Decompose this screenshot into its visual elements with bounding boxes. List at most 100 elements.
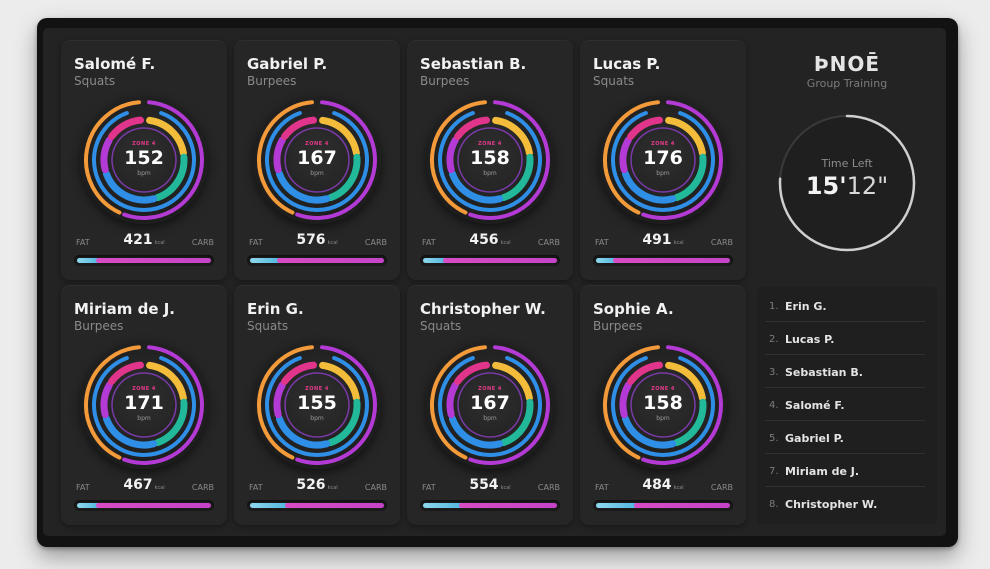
carb-bar-fill [96,258,211,263]
fat-label: FAT [249,238,263,247]
outer-ring-arc-purple [295,100,377,220]
zone-arc-magenta [281,116,318,140]
bpm-unit: bpm [656,415,670,422]
zone-arc-blue [275,170,331,204]
carb-label: CARB [364,483,387,492]
kcal-unit: kcal [500,485,511,491]
fat-label: FAT [595,238,609,247]
calories-value: 491 kcal [580,232,746,248]
fat-label: FAT [422,483,436,492]
zone-arc-blue [448,415,504,449]
fat-bar-fill [423,503,463,508]
kcal-number: 456 [469,232,499,248]
carb-label: CARB [191,483,214,492]
ring-arc-blue [438,111,542,212]
leaderboard-row: 7. Miriam de J. [765,454,925,487]
participant-name: Gabriel P. [247,55,328,73]
kcal-number: 491 [642,232,672,248]
participant-name: Lucas P. [593,55,661,73]
bpm-unit: bpm [656,170,670,177]
zone-arc-yellow [492,361,533,402]
fat-bar-fill [596,503,638,508]
bpm-unit: bpm [483,170,497,177]
heart-rate-gauge: ZONE 4 158 bpm [426,96,554,224]
leaderboard-name: Salomé F. [785,399,845,412]
brand-block: ÞNOĒ Group Training [760,52,934,90]
inner-thin-ring [630,127,696,193]
time-left-label: Time Left [821,157,873,170]
heart-rate-zone-rings [257,345,377,465]
zone-label: ZONE 4 [478,141,502,147]
zone-arc-green [154,153,188,202]
timer-ring-progress [778,114,916,252]
carb-label: CARB [710,483,733,492]
participant-name: Sophie A. [593,300,674,318]
calories-value: 421 kcal [61,232,227,248]
carb-label: CARB [537,483,560,492]
carb-label: CARB [710,238,733,247]
outer-ring-arc-orange [84,100,141,215]
gauge-center: ZONE 4 176 bpm [599,96,727,224]
leaderboard-rank: 5. [769,433,779,444]
exercise-label: Squats [247,319,289,333]
leaderboard-rank: 2. [769,334,779,345]
participant-name: Christopher W. [420,300,546,318]
fat-carb-bar [593,500,733,511]
zone-arc-purple [100,381,113,419]
zone-arc-blue [621,170,677,204]
zone-arc-green [500,398,534,447]
participant-card: Sebastian B. Burpees ZONE 4 158 bpm FAT … [407,40,573,280]
fat-bar-fill [77,503,100,508]
zone-arc-magenta [454,361,491,385]
exercise-label: Burpees [420,74,470,88]
leaderboard: 1. Erin G. 2. Lucas P. 3. Sebastian B. 4. Salom… [757,287,937,524]
heart-rate-zone-rings [430,100,550,220]
outer-ring-arc-purple [295,345,377,465]
bpm-unit: bpm [310,415,324,422]
time-left-seconds: 12" [846,172,889,200]
leaderboard-name: Gabriel P. [785,432,844,445]
fat-bar-fill [250,503,289,508]
kcal-unit: kcal [154,485,165,491]
carb-bar-fill [277,258,384,263]
participant-card: Christopher W. Squats ZONE 4 167 bpm FAT… [407,285,573,525]
heart-rate-gauge: ZONE 4 176 bpm [599,96,727,224]
zone-arc-purple [446,381,459,419]
leaderboard-name: Sebastian B. [785,366,863,379]
bpm-value: 155 [297,392,337,414]
calories-value: 554 kcal [407,477,573,493]
participant-card: Lucas P. Squats ZONE 4 176 bpm FAT 491 kc… [580,40,746,280]
calories-value: 484 kcal [580,477,746,493]
leaderboard-row: 5. Gabriel P. [765,421,925,454]
zone-arc-purple [619,381,632,419]
zone-arc-yellow [146,116,187,157]
leaderboard-rank: 8. [769,499,779,510]
participant-card: Miriam de J. Burpees ZONE 4 171 bpm FAT … [61,285,227,525]
heart-rate-gauge: ZONE 4 171 bpm [80,341,208,469]
participant-card: Gabriel P. Burpees ZONE 4 167 bpm FAT 57… [234,40,400,280]
ring-arc-blue [438,356,542,457]
zone-arc-magenta [281,361,318,385]
exercise-label: Burpees [74,319,124,333]
leaderboard-rank: 7. [769,466,779,477]
zone-arc-purple [273,381,286,419]
zone-arc-yellow [319,361,360,402]
fat-label: FAT [76,238,90,247]
heart-rate-zone-rings [430,345,550,465]
zone-label: ZONE 4 [132,386,156,392]
kcal-unit: kcal [500,240,511,246]
heart-rate-gauge: ZONE 4 167 bpm [253,96,381,224]
carb-bar-fill [613,258,730,263]
zone-arc-green [500,153,534,202]
leaderboard-rank: 4. [769,400,779,411]
fat-carb-bar [74,500,214,511]
carb-bar-fill [459,503,557,508]
heart-rate-zone-rings [84,345,204,465]
leaderboard-row: 1. Erin G. [765,289,925,322]
heart-rate-gauge: ZONE 4 155 bpm [253,341,381,469]
zone-arc-magenta [454,116,491,140]
fat-bar-fill [596,258,617,263]
outer-ring-arc-purple [641,345,723,465]
leaderboard-row: 8. Christopher W. [765,487,925,520]
zone-arc-yellow [319,116,360,157]
